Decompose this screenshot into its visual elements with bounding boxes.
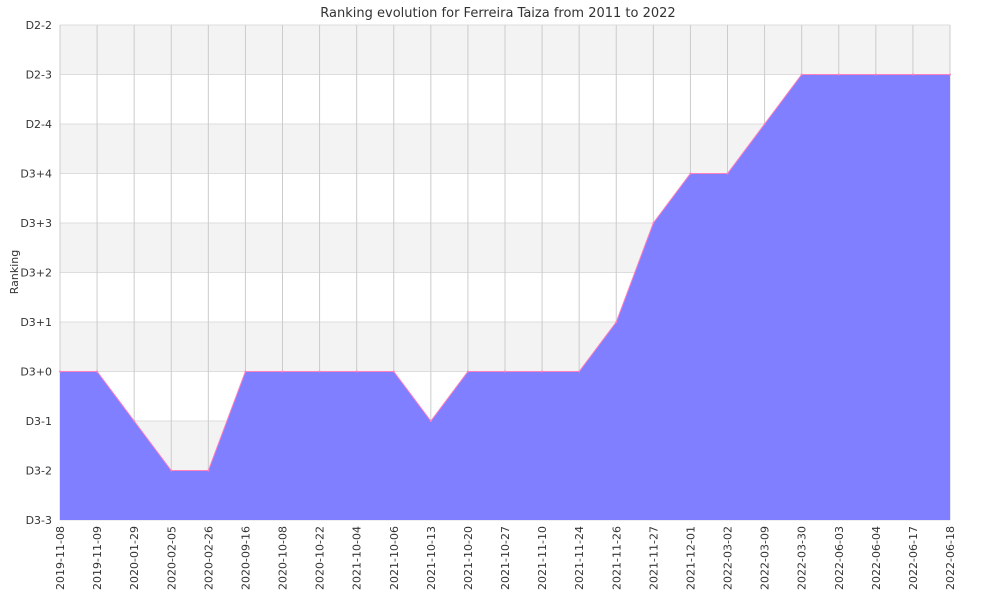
- data-point: [318, 370, 321, 373]
- y-tick-label: D3-3: [26, 514, 52, 527]
- x-tick-label: 2021-10-13: [425, 526, 438, 590]
- x-tick-label: 2021-10-06: [388, 526, 401, 590]
- x-tick-label: 2020-10-08: [277, 526, 290, 590]
- data-point: [429, 420, 432, 422]
- y-axis-ticks: D3-3 D3-2 D3-1 D3+0 D3+1 D3+2 D3+3 D3+4 D2-4 D2-3…: [20, 19, 52, 527]
- x-tick-label: 2022-03-02: [722, 526, 735, 590]
- x-tick-label: 2021-11-26: [610, 526, 623, 590]
- data-point: [504, 370, 506, 373]
- ranking-area: [60, 74, 950, 520]
- data-point: [244, 370, 247, 373]
- data-point: [949, 73, 951, 76]
- x-tick-label: 2021-11-10: [536, 526, 549, 590]
- data-point: [281, 370, 284, 373]
- data-point: [615, 321, 618, 323]
- y-axis-label: Ranking: [8, 250, 21, 295]
- x-tick-label: 2020-02-26: [202, 526, 215, 590]
- x-tick-label: 2022-03-09: [759, 526, 772, 590]
- x-tick-label: 2022-06-04: [870, 526, 883, 590]
- y-tick-label: D3+0: [20, 366, 52, 379]
- y-tick-label: D3-2: [26, 465, 52, 478]
- chart-title: Ranking evolution for Ferreira Taiza fro…: [320, 6, 675, 21]
- x-tick-label: 2019-11-09: [91, 526, 104, 590]
- y-tick-label: D2-2: [26, 19, 52, 32]
- x-tick-label: 2022-06-18: [944, 526, 957, 590]
- x-tick-label: 2020-10-22: [314, 526, 327, 590]
- x-tick-label: 2020-02-05: [165, 526, 178, 590]
- y-tick-label: D3+2: [20, 267, 52, 280]
- x-tick-label: 2020-01-29: [128, 526, 141, 590]
- data-point: [392, 370, 395, 373]
- data-point: [170, 469, 173, 472]
- x-tick-label: 2020-09-16: [239, 526, 252, 590]
- data-point: [800, 73, 803, 76]
- y-tick-label: D2-3: [26, 69, 52, 82]
- data-point: [207, 469, 210, 472]
- data-point: [837, 73, 840, 76]
- data-point: [59, 370, 61, 373]
- x-tick-label: 2022-03-30: [796, 526, 809, 590]
- x-tick-label: 2021-10-04: [351, 526, 364, 590]
- x-tick-label: 2019-11-08: [54, 526, 67, 590]
- x-tick-label: 2021-11-24: [573, 526, 586, 590]
- data-point: [541, 370, 544, 373]
- data-point: [689, 172, 692, 175]
- x-tick-label: 2021-11-27: [647, 526, 660, 590]
- x-axis-ticks: 2019-11-08 2019-11-09 2020-01-29 2020-02-05…: [54, 526, 957, 590]
- y-tick-label: D3+1: [20, 316, 52, 329]
- data-point: [911, 73, 914, 76]
- data-point: [578, 370, 581, 373]
- x-tick-label: 2021-10-20: [462, 526, 475, 590]
- y-tick-label: D3+3: [20, 217, 52, 230]
- data-point: [874, 73, 877, 76]
- y-tick-label: D3+4: [20, 168, 52, 181]
- data-point: [763, 123, 766, 125]
- y-tick-label: D3-1: [26, 415, 52, 428]
- y-tick-label: D2-4: [26, 118, 52, 131]
- x-tick-label: 2021-10-27: [499, 526, 512, 590]
- x-tick-label: 2022-06-03: [833, 526, 846, 590]
- x-tick-label: 2022-06-17: [907, 526, 920, 590]
- data-point: [466, 370, 469, 373]
- data-point: [96, 370, 99, 373]
- data-point: [355, 370, 358, 373]
- data-point: [133, 420, 136, 422]
- x-tick-label: 2021-12-01: [684, 526, 697, 590]
- data-point: [652, 222, 655, 224]
- data-point: [726, 172, 729, 175]
- data-area: [59, 73, 951, 520]
